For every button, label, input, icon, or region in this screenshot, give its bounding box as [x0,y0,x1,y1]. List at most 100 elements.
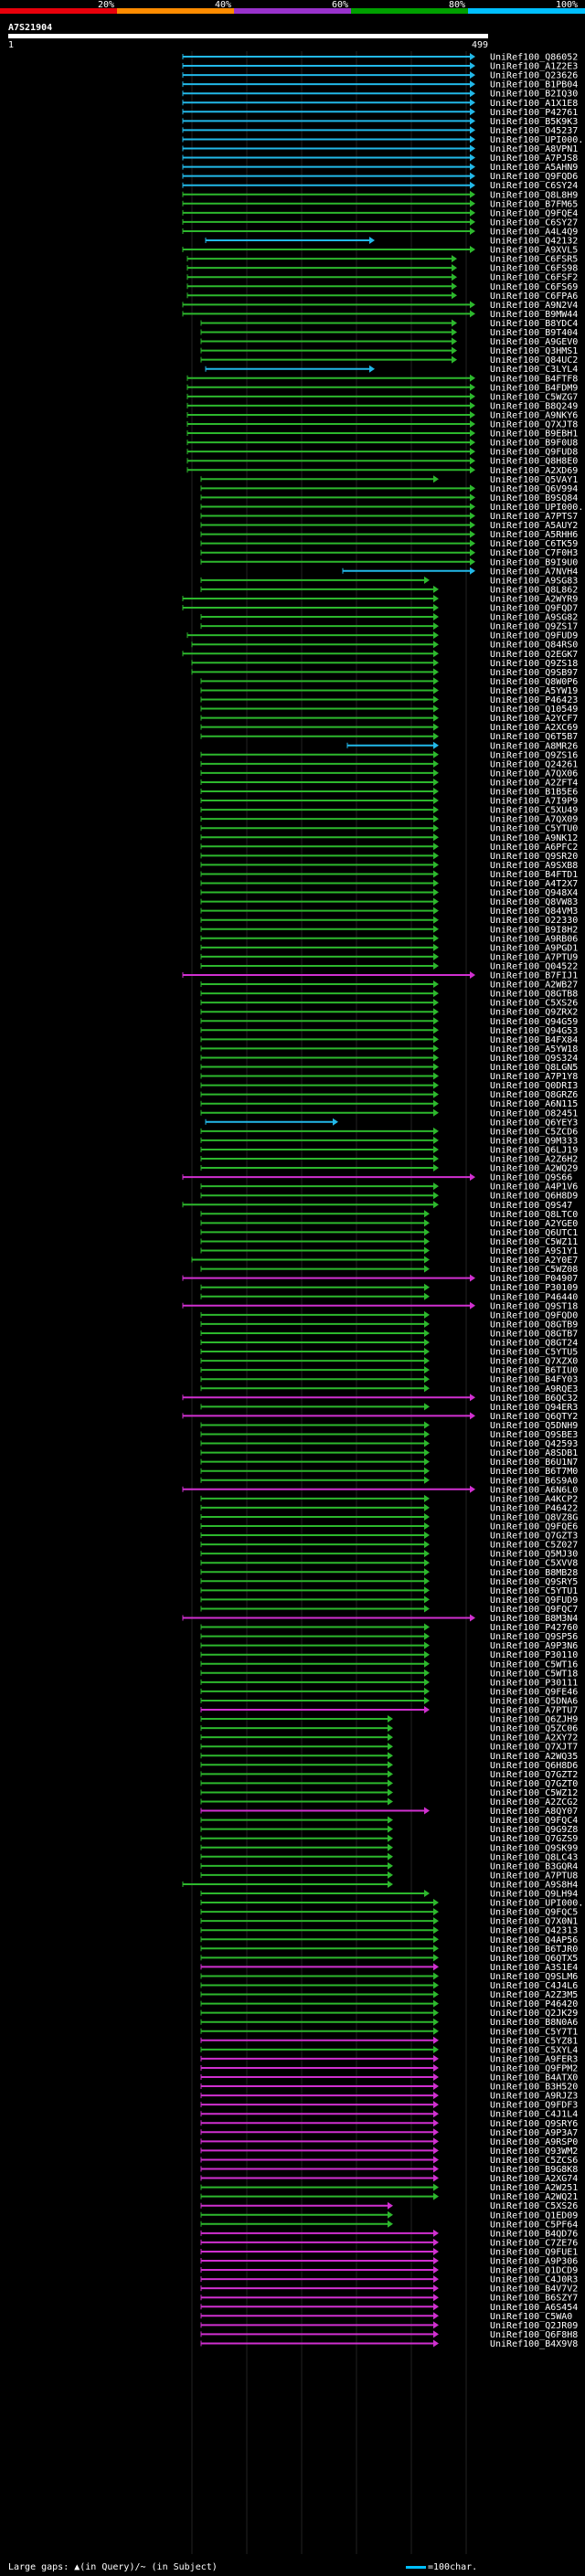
hit-row[interactable]: UniRef100_B8M3N4 [182,1614,578,1624]
hit-row[interactable]: UniRef100_Q9SK99 [200,1843,578,1853]
hit-row[interactable]: UniRef100_Q42132 [205,237,578,247]
hit-label[interactable]: UniRef100_C5WT18 [490,1669,578,1679]
hit-label[interactable]: UniRef100_B8YDC4 [490,319,578,329]
hit-row[interactable]: UniRef100_Q7GZT2 [200,1770,578,1780]
hit-label[interactable]: UniRef100_Q9FE46 [490,1687,578,1697]
hit-label[interactable]: UniRef100_A9RQE3 [490,1384,578,1394]
hit-label[interactable]: UniRef100_A4KCP2 [490,1494,578,1504]
hit-label[interactable]: UniRef100_Q7GZT2 [490,1770,578,1780]
hit-label[interactable]: UniRef100_O82451 [490,1108,578,1118]
hit-label[interactable]: UniRef100_Q94ER3 [490,1403,578,1413]
hit-label[interactable]: UniRef100_Q7GZS9 [490,1834,578,1844]
hit-row[interactable]: UniRef100_Q8H8E0 [186,457,578,467]
hit-label[interactable]: UniRef100_Q8VW83 [490,897,578,907]
hit-row[interactable]: UniRef100_A2Z6H2 [200,1155,578,1165]
hit-row[interactable]: UniRef100_B2IQ30 [182,90,578,100]
hit-row[interactable]: UniRef100_C5XYL4 [200,2045,578,2055]
hit-row[interactable]: UniRef100_B6SZY7 [200,2294,578,2304]
hit-label[interactable]: UniRef100_Q5DNH9 [490,1421,578,1431]
hit-row[interactable]: UniRef100_A8VPN1 [182,144,578,154]
hit-row[interactable]: UniRef100_Q23626 [182,71,578,81]
hit-row[interactable]: UniRef100_B8N0A6 [200,2018,578,2028]
hit-label[interactable]: UniRef100_Q9FQC7 [490,1605,578,1615]
hit-row[interactable]: UniRef100_A5RHH6 [200,530,578,540]
hit-row[interactable]: UniRef100_Q10549 [200,705,578,715]
hit-label[interactable]: UniRef100_A9SG83 [490,576,578,586]
hit-label[interactable]: UniRef100_B6TIU0 [490,1366,578,1376]
hit-label[interactable]: UniRef100_Q9ZRX2 [490,1008,578,1018]
hit-label[interactable]: UniRef100_Q0DRI3 [490,1081,578,1091]
hit-row[interactable]: UniRef100_Q42313 [200,1926,578,1936]
hit-row[interactable]: UniRef100_P46422 [200,1503,578,1513]
hit-row[interactable]: UniRef100_A9NK12 [200,833,578,843]
hit-label[interactable]: UniRef100_Q7GZT0 [490,1779,578,1789]
hit-label[interactable]: UniRef100_P30111 [490,1678,578,1688]
hit-label[interactable]: UniRef100_B8N0A6 [490,2018,578,2028]
hit-label[interactable]: UniRef100_A4L4Q9 [490,227,578,237]
hit-label[interactable]: UniRef100_Q9S66 [490,1173,572,1183]
hit-row[interactable]: UniRef100_A7PTU9 [200,952,578,962]
hit-label[interactable]: UniRef100_Q42593 [490,1439,578,1449]
hit-label[interactable]: UniRef100_A9P3A7 [490,2128,578,2138]
hit-label[interactable]: UniRef100_C5WA0 [490,2312,572,2322]
hit-label[interactable]: UniRef100_Q9FQE4 [490,208,578,218]
hit-row[interactable]: UniRef100_Q5VAY1 [200,475,578,485]
hit-row[interactable]: UniRef100_Q8L862 [200,585,578,595]
hit-label[interactable]: UniRef100_A2XG74 [490,2174,578,2184]
hit-label[interactable]: UniRef100_Q7GZT3 [490,1532,578,1542]
hit-label[interactable]: UniRef100_Q9FPM2 [490,2063,578,2073]
hit-label[interactable]: UniRef100_A1Z2E3 [490,62,578,72]
hit-label[interactable]: UniRef100_Q6F8H8 [490,2330,578,2340]
hit-row[interactable]: UniRef100_A5AHN9 [182,163,578,173]
hit-label[interactable]: UniRef100_Q7XJT7 [490,1743,578,1753]
hit-label[interactable]: UniRef100_A9S8H4 [490,1880,578,1890]
hit-label[interactable]: UniRef100_C6FPA6 [490,292,578,302]
hit-row[interactable]: UniRef100_C4J4L6 [200,1981,578,1991]
hit-row[interactable]: UniRef100_Q7X0N1 [200,1917,578,1927]
hit-label[interactable]: UniRef100_A9GEV0 [490,337,578,347]
hit-row[interactable]: UniRef100_A7PJS8 [182,154,578,164]
hit-row[interactable]: UniRef100_Q9ZRX2 [200,1008,578,1018]
hit-label[interactable]: UniRef100_C6FS69 [490,282,578,292]
hit-label[interactable]: UniRef100_P42760 [490,1623,578,1633]
hit-row[interactable]: UniRef100_B7FIJ1 [182,971,578,981]
hit-row[interactable]: UniRef100_UPI000... [200,1899,585,1909]
hit-row[interactable]: UniRef100_Q6V994 [200,484,578,494]
hit-row[interactable]: UniRef100_B9EBH1 [186,429,578,440]
hit-label[interactable]: UniRef100_B9MW44 [490,310,578,320]
hit-row[interactable]: UniRef100_C5WZG7 [186,392,578,402]
hit-label[interactable]: UniRef100_B8MB28 [490,1568,578,1578]
hit-row[interactable]: UniRef100_Q8VW83 [200,897,578,907]
hit-label[interactable]: UniRef100_Q9FUD9 [490,631,578,641]
hit-label[interactable]: UniRef100_Q6H8D9 [490,1192,578,1202]
hit-row[interactable]: UniRef100_A2WQ21 [200,2192,578,2202]
hit-label[interactable]: UniRef100_B3GQR4 [490,1861,578,1871]
hit-label[interactable]: UniRef100_Q4AP56 [490,1935,578,1945]
hit-row[interactable]: UniRef100_Q9FUD8 [186,448,578,458]
hit-label[interactable]: UniRef100_A6N115 [490,1099,578,1109]
hit-row[interactable]: UniRef100_A9NKY6 [186,410,578,420]
hit-row[interactable]: UniRef100_A7QX06 [200,769,578,779]
hit-label[interactable]: UniRef100_C6FSF2 [490,273,578,283]
hit-row[interactable]: UniRef100_C5WA0 [200,2312,572,2322]
hit-row[interactable]: UniRef100_A2XC69 [200,723,578,733]
hit-label[interactable]: UniRef100_B9I9U0 [490,557,578,567]
hit-label[interactable]: UniRef100_Q6YEY3 [490,1118,578,1128]
hit-label[interactable]: UniRef100_P30109 [490,1283,578,1293]
hit-label[interactable]: UniRef100_C5XS26 [490,999,578,1009]
hit-label[interactable]: UniRef100_B9T404 [490,328,578,338]
hit-label[interactable]: UniRef100_A9NK12 [490,833,578,843]
hit-row[interactable]: UniRef100_B6QC32 [182,1394,578,1404]
hit-label[interactable]: UniRef100_B7FIJ1 [490,971,578,981]
hit-label[interactable]: UniRef100_Q6UTC1 [490,1228,578,1238]
hit-label[interactable]: UniRef100_B5K9K3 [490,117,578,127]
hit-row[interactable]: UniRef100_Q8VZ8G [200,1512,578,1522]
hit-label[interactable]: UniRef100_Q8LGN5 [490,1063,578,1073]
hit-label[interactable]: UniRef100_Q5DNA6 [490,1696,578,1706]
hit-label[interactable]: UniRef100_B9EBH1 [490,429,578,440]
hit-row[interactable]: UniRef100_Q9FQE4 [182,208,578,218]
hit-row[interactable]: UniRef100_C5XS26 [200,2201,578,2211]
hit-label[interactable]: UniRef100_A2XY72 [490,1733,578,1744]
hit-row[interactable]: UniRef100_A2WYR9 [182,594,578,604]
hit-label[interactable]: UniRef100_A7QX06 [490,769,578,779]
